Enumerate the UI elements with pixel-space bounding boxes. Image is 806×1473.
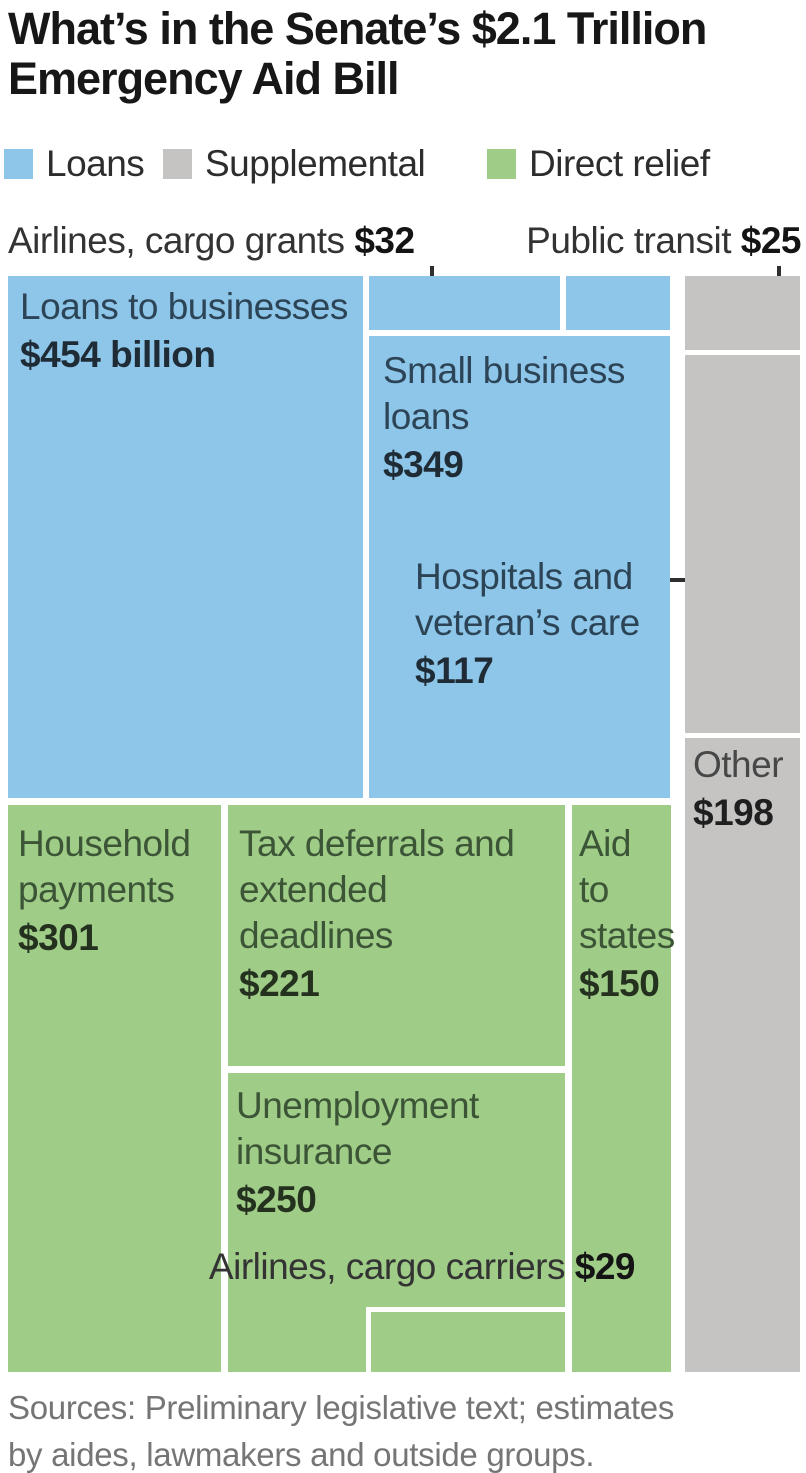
treemap-cell-hospitals-veterans-care (685, 355, 800, 733)
callout-airlines-cargo-grants: Airlines, cargo grants $32 (8, 220, 415, 262)
source-note: Sources: Preliminary legislative text; e… (8, 1389, 675, 1473)
supplemental-swatch-icon (163, 149, 192, 179)
label-hospitals-veterans-care: Hospitals and veteran’s care $117 (415, 554, 675, 694)
treemap-cell-aid-to-states: Aid to states $150 (572, 805, 675, 1372)
cell-value: $250 (236, 1179, 317, 1220)
treemap-cell-other: Other $198 (685, 738, 800, 1372)
cell-value: $301 (18, 917, 99, 958)
cell-label: Unemployment insurance (236, 1085, 479, 1172)
cell-label: Household payments (18, 823, 191, 910)
treemap-cell-loans-to-businesses: Loans to businesses $454 billion (8, 276, 363, 798)
treemap-cell-loans-unlabeled (566, 276, 670, 330)
cell-value: $221 (239, 963, 320, 1004)
callout-value: $32 (354, 220, 415, 261)
cell-label: Hospitals and veteran’s care (415, 556, 640, 643)
cell-label: Small business loans (383, 350, 625, 437)
treemap-cell-household-payments: Household payments $301 (8, 805, 221, 1372)
cell-value: $454 billion (20, 334, 216, 375)
callout-value: $25 (740, 220, 802, 261)
treemap-cell-small-business-loans: Small business loans $349 (369, 336, 670, 798)
treemap-cell-airlines-cargo-carriers (366, 1307, 565, 1372)
cell-value: $349 (383, 444, 464, 485)
cell-value: $117 (415, 650, 494, 691)
loans-swatch-icon (4, 149, 33, 179)
legend-item-loans: Loans (4, 143, 145, 184)
callout-label: Public transit (526, 220, 741, 261)
direct-relief-swatch-icon (487, 149, 516, 179)
legend-item-supplemental: Supplemental (163, 143, 426, 184)
cell-value: $150 (579, 963, 660, 1004)
callout-airlines-cargo-carriers: Airlines, cargo carriers $29 (208, 1246, 636, 1288)
treemap-cell-airlines-cargo-grants (369, 276, 560, 330)
legend-label-supplemental: Supplemental (205, 143, 426, 184)
treemap-cell-tax-deferrals: Tax deferrals and extended deadlines $22… (228, 805, 565, 1066)
legend-item-direct-relief: Direct relief (487, 143, 710, 184)
cell-label: Loans to businesses (20, 286, 348, 327)
cell-label: Aid to states (579, 823, 675, 956)
legend-label-loans: Loans (46, 143, 145, 184)
legend-label-direct-relief: Direct relief (529, 143, 710, 184)
callout-value: $29 (574, 1246, 636, 1287)
chart-title: What’s in the Senate’s $2.1 Trillion Eme… (8, 3, 707, 104)
cell-label: Other (693, 744, 784, 785)
callout-label: Airlines, cargo carriers (208, 1246, 575, 1287)
treemap-cell-public-transit (685, 276, 800, 350)
callout-label: Airlines, cargo grants (8, 220, 355, 261)
pointer-dash-hospitals (658, 578, 698, 582)
callout-public-transit: Public transit $25 (526, 220, 801, 262)
cell-value: $198 (693, 792, 774, 833)
cell-label: Tax deferrals and extended deadlines (239, 823, 515, 956)
